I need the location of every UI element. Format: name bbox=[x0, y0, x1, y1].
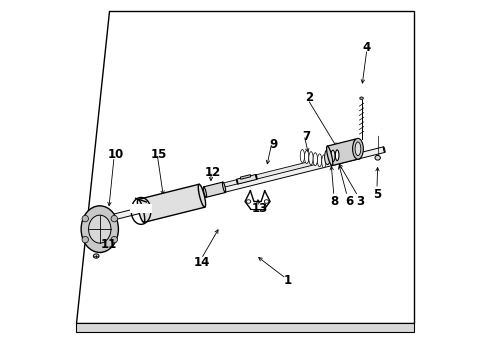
Ellipse shape bbox=[324, 149, 330, 165]
Ellipse shape bbox=[327, 146, 333, 166]
Text: 13: 13 bbox=[251, 202, 268, 215]
Ellipse shape bbox=[309, 152, 313, 165]
Polygon shape bbox=[130, 204, 152, 213]
Ellipse shape bbox=[355, 142, 361, 156]
Polygon shape bbox=[204, 182, 225, 197]
Ellipse shape bbox=[256, 175, 257, 179]
Text: 2: 2 bbox=[305, 91, 314, 104]
Text: 10: 10 bbox=[108, 148, 124, 161]
Ellipse shape bbox=[246, 200, 251, 203]
Ellipse shape bbox=[322, 155, 326, 168]
Ellipse shape bbox=[222, 182, 226, 193]
Ellipse shape bbox=[82, 237, 89, 243]
Ellipse shape bbox=[111, 215, 118, 222]
Ellipse shape bbox=[331, 150, 335, 162]
Ellipse shape bbox=[360, 97, 364, 99]
Text: 9: 9 bbox=[270, 138, 278, 150]
Ellipse shape bbox=[210, 186, 211, 190]
Text: 12: 12 bbox=[205, 166, 221, 179]
Ellipse shape bbox=[81, 206, 119, 252]
Polygon shape bbox=[105, 147, 385, 222]
Ellipse shape bbox=[89, 215, 111, 243]
Text: 3: 3 bbox=[356, 195, 364, 208]
Ellipse shape bbox=[315, 160, 316, 165]
Ellipse shape bbox=[93, 254, 99, 258]
Polygon shape bbox=[76, 12, 414, 323]
Ellipse shape bbox=[353, 138, 364, 159]
Ellipse shape bbox=[82, 215, 89, 222]
Text: 6: 6 bbox=[345, 195, 353, 208]
Text: 4: 4 bbox=[363, 41, 371, 54]
Ellipse shape bbox=[318, 154, 322, 167]
Text: 11: 11 bbox=[100, 238, 117, 251]
Ellipse shape bbox=[375, 156, 380, 160]
Ellipse shape bbox=[111, 237, 118, 243]
Text: 15: 15 bbox=[151, 148, 167, 161]
Text: 1: 1 bbox=[284, 274, 292, 287]
Ellipse shape bbox=[237, 179, 238, 184]
Ellipse shape bbox=[304, 150, 309, 163]
Polygon shape bbox=[76, 323, 414, 332]
Ellipse shape bbox=[198, 184, 206, 207]
Ellipse shape bbox=[335, 150, 339, 161]
Text: 5: 5 bbox=[373, 188, 382, 201]
Ellipse shape bbox=[105, 216, 107, 222]
Ellipse shape bbox=[354, 139, 361, 159]
Polygon shape bbox=[240, 175, 251, 179]
Ellipse shape bbox=[383, 147, 385, 152]
Ellipse shape bbox=[265, 200, 269, 203]
Text: 8: 8 bbox=[331, 195, 339, 208]
Ellipse shape bbox=[300, 149, 304, 162]
Polygon shape bbox=[138, 184, 205, 222]
Polygon shape bbox=[237, 175, 257, 184]
Text: 14: 14 bbox=[194, 256, 210, 269]
Ellipse shape bbox=[203, 187, 207, 197]
Ellipse shape bbox=[313, 153, 318, 166]
Polygon shape bbox=[327, 139, 360, 166]
Text: 7: 7 bbox=[302, 130, 310, 144]
Polygon shape bbox=[210, 160, 316, 190]
Ellipse shape bbox=[137, 199, 145, 222]
